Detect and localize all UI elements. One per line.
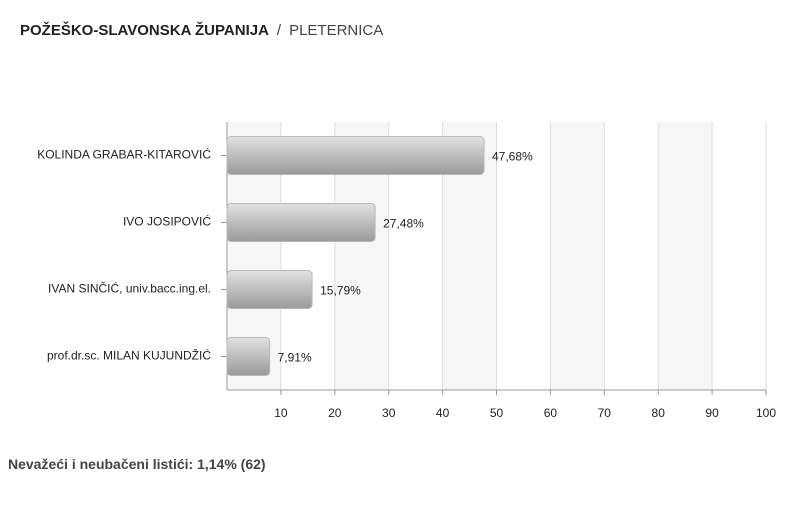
- grid-band: [550, 122, 605, 390]
- bar: [226, 203, 376, 242]
- x-tick-label: 50: [490, 406, 504, 420]
- x-tick-label: 40: [436, 406, 450, 420]
- x-tick-label: 30: [382, 406, 396, 420]
- x-tick-label: 10: [274, 406, 288, 420]
- bar: [226, 136, 485, 175]
- value-label: 27,48%: [383, 217, 424, 231]
- region: POŽEŠKO-SLAVONSKA ŽUPANIJA: [20, 22, 269, 39]
- y-tick-label: IVO JOSIPOVIĆ: [123, 214, 211, 229]
- value-label: 47,68%: [492, 150, 533, 164]
- invalid-ballots: Nevažeći i neubačeni listići: 1,14% (62): [8, 456, 266, 472]
- x-tick-label: 70: [598, 406, 612, 420]
- y-tick-label: KOLINDA GRABAR-KITAROVIĆ: [37, 147, 211, 162]
- place: PLETERNICA: [289, 22, 384, 39]
- x-tick-label: 60: [544, 406, 558, 420]
- value-label: 7,91%: [278, 351, 312, 365]
- value-label: 15,79%: [320, 284, 361, 298]
- separator: /: [276, 22, 282, 39]
- x-tick-label: 20: [328, 406, 342, 420]
- y-tick-label: prof.dr.sc. MILAN KUJUNDŽIĆ: [47, 348, 211, 363]
- invalid-label: Nevažeći i neubačeni listići:: [8, 456, 194, 472]
- x-tick-label: 100: [756, 406, 776, 420]
- x-tick-label: 80: [652, 406, 666, 420]
- bar: [226, 337, 271, 376]
- y-tick-label: IVAN SINČIĆ, univ.bacc.ing.el.: [48, 281, 211, 296]
- grid-band: [658, 122, 713, 390]
- breadcrumb: POŽEŠKO-SLAVONSKA ŽUPANIJA / PLETERNICA: [20, 22, 383, 39]
- invalid-value: 1,14% (62): [197, 456, 266, 472]
- bar: [226, 270, 313, 309]
- x-tick-label: 90: [705, 406, 719, 420]
